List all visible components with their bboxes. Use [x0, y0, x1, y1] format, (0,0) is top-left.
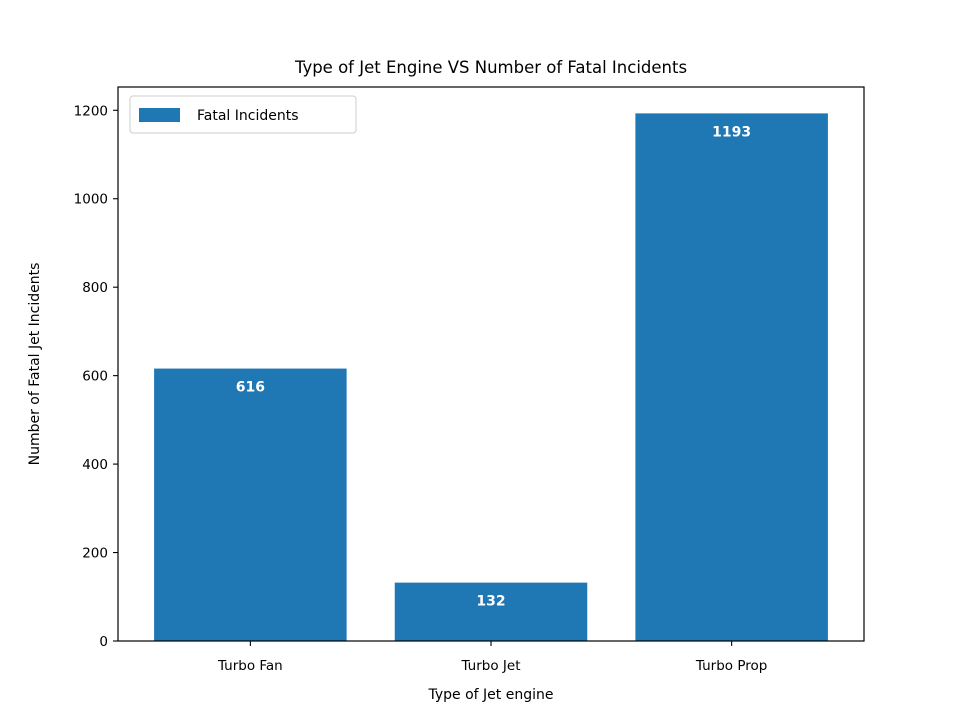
- y-tick-label: 1000: [74, 192, 108, 208]
- data-label: 1193: [712, 124, 751, 140]
- legend-label: Fatal Incidents: [197, 108, 299, 124]
- y-tick-label: 400: [82, 457, 108, 473]
- y-axis-label: Number of Fatal Jet Incidents: [27, 263, 43, 466]
- chart-title: Type of Jet Engine VS Number of Fatal In…: [294, 58, 687, 77]
- y-tick-label: 0: [99, 634, 108, 650]
- y-tick-label: 200: [82, 546, 108, 562]
- data-label: 616: [236, 380, 265, 396]
- x-axis-label: Type of Jet engine: [428, 687, 554, 703]
- axes-layer: 0 200 400 600 800 1000 1200 Turbo Fan Turbo Jet T…: [74, 86, 865, 674]
- legend-frame: [129, 95, 357, 134]
- legend: Fatal Incidents: [129, 95, 357, 134]
- y-tick-label: 600: [82, 369, 108, 385]
- x-tick-label: Turbo Prop: [695, 658, 767, 674]
- y-tick-label: 800: [82, 280, 108, 296]
- legend-swatch: [139, 108, 180, 122]
- y-tick-label: 1200: [74, 103, 108, 119]
- bars-layer: 616 132 1193: [154, 113, 828, 641]
- bar-turbo-jet: [394, 582, 588, 641]
- x-tick-label: Turbo Fan: [217, 658, 283, 674]
- x-tick-label: Turbo Jet: [460, 658, 520, 674]
- bar-turbo-fan: [154, 368, 347, 641]
- data-label: 132: [476, 594, 505, 610]
- bar-turbo-prop: [635, 113, 828, 641]
